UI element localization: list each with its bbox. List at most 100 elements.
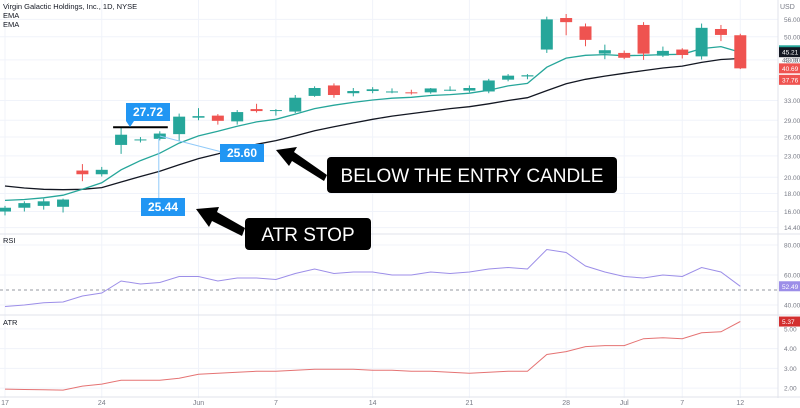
candle-body [192, 116, 205, 118]
candle-body [502, 75, 515, 80]
entry-low-connector [159, 135, 223, 153]
candle-body [76, 170, 89, 175]
rsi-panel-title: RSI [3, 236, 16, 245]
atr-stop-callout-box [141, 198, 185, 216]
candle-up [598, 44, 611, 60]
price-tick-label: 14.40 [784, 225, 800, 232]
candle-body [676, 49, 689, 55]
candle-body [482, 80, 495, 92]
price-axis-label-bg [779, 74, 800, 85]
candle-body [250, 109, 263, 112]
candle-up [37, 198, 50, 210]
entry-high-value: 27.72 [133, 105, 163, 119]
candle-body [540, 19, 553, 50]
candle-up [444, 86, 457, 92]
rsi-value-label: 52.49 [782, 284, 799, 291]
candle-up [482, 78, 495, 94]
rsi-tick-label: 60.00 [784, 273, 800, 280]
candle-down [211, 114, 224, 125]
x-tick-label: Jul [620, 400, 629, 407]
x-tick-label: 7 [274, 400, 278, 407]
note-atr-stop: ATR STOP [196, 207, 371, 250]
candle-body [115, 134, 128, 145]
price-tick-label: 18.00 [784, 191, 800, 198]
candle-up [18, 201, 31, 212]
candle-body [521, 75, 534, 77]
rsi-tick-label: 40.00 [784, 303, 800, 310]
note-below-entry-arrow [276, 147, 327, 181]
x-tick-label: 17 [1, 400, 9, 407]
candle-down [76, 164, 89, 182]
ema-indicator-label-2: EMA [3, 20, 19, 29]
note-atr-stop-box [245, 218, 371, 250]
candle-up [115, 127, 128, 154]
candle-down [637, 22, 650, 60]
annotation-layer [113, 126, 223, 198]
price-tick-label: 43.00 [784, 57, 800, 64]
entry-high-callout-box [126, 103, 170, 127]
candle-up [269, 109, 282, 116]
x-tick-label: 7 [680, 400, 684, 407]
price-tick-label: 23.00 [784, 153, 800, 160]
price-axis-label-bg [779, 63, 800, 74]
candle-up [424, 88, 437, 94]
x-tick-label: 12 [736, 400, 744, 407]
ema-slow-line [4, 57, 741, 191]
price-tick-label: 56.00 [784, 17, 800, 24]
price-axis-label: 43.00 [782, 57, 799, 64]
candle-up [0, 205, 11, 216]
candle-body [211, 115, 224, 121]
rsi-value-label-bg [779, 281, 800, 292]
panel-borders [0, 0, 800, 398]
candle-down [250, 103, 263, 113]
price-tick-label: 29.00 [784, 118, 800, 125]
candle-up [134, 137, 147, 143]
candle-body [598, 50, 611, 54]
candle-body [57, 199, 70, 207]
candle-body [231, 112, 244, 122]
candle-down [734, 33, 747, 70]
note-below-entry: BELOW THE ENTRY CANDLE [276, 147, 617, 193]
candle-up [347, 88, 360, 97]
candle-body [734, 35, 747, 69]
candle-body [18, 203, 31, 208]
candle-up [656, 46, 669, 58]
candle-up [289, 95, 302, 114]
candle-body [327, 85, 340, 96]
candle-up [95, 166, 108, 177]
price-tick-label: 16.00 [784, 209, 800, 216]
candle-up [153, 131, 166, 141]
candle-body [579, 26, 592, 40]
candle-up [540, 16, 553, 53]
ema-fast-layer [4, 45, 741, 202]
entry-low-value: 25.60 [227, 146, 257, 160]
chart-title: Virgin Galactic Holdings, Inc., 1D, NYSE [3, 2, 137, 11]
atr-stop-callout: 25.44 [141, 198, 185, 216]
grid-layer [0, 0, 778, 398]
candle-down [676, 48, 689, 59]
candle-up [173, 113, 186, 142]
candle-body [134, 139, 147, 141]
candle-down [327, 83, 340, 98]
candle-body [405, 92, 418, 94]
atr-value-label-bg [779, 316, 800, 327]
candle-down [579, 23, 592, 47]
candle-body [173, 116, 186, 135]
x-tick-label: 24 [98, 400, 106, 407]
candle-up [521, 74, 534, 80]
candle-body [444, 89, 457, 91]
atr-tick-label: 4.00 [784, 346, 797, 353]
candle-body [308, 88, 321, 96]
candle-up [57, 198, 70, 213]
candle-up [231, 110, 244, 125]
candle-down [405, 89, 418, 95]
candle-body [424, 88, 437, 93]
atr-tick-label: 2.00 [784, 386, 797, 393]
candle-body [637, 24, 650, 54]
atr-line [4, 321, 741, 391]
entry-high-callout: 27.72 [126, 103, 170, 127]
price-axis-label: 45.21 [782, 50, 799, 57]
candle-body [618, 52, 631, 58]
candle-up [366, 87, 379, 94]
atr-stop-value: 25.44 [148, 200, 178, 214]
